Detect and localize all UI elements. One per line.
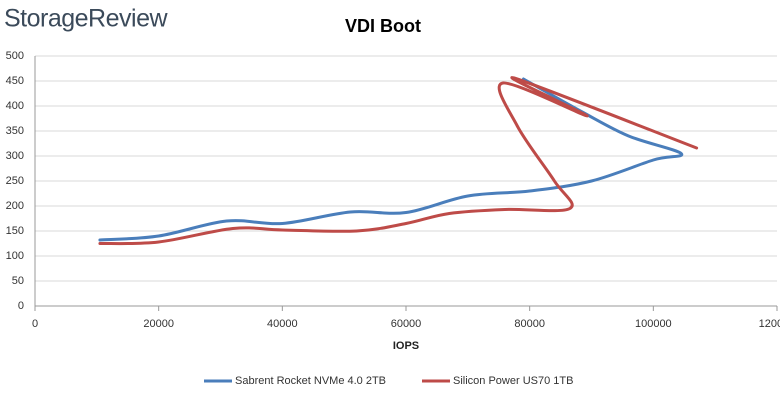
y-tick-label: 300 xyxy=(6,150,24,162)
series-line xyxy=(98,77,684,242)
y-tick-label: 450 xyxy=(6,75,24,87)
y-tick-label: 150 xyxy=(6,225,24,237)
x-tick-label: 120000 xyxy=(759,318,780,330)
x-axis-label: IOPS xyxy=(393,340,419,352)
y-tick-label: 0 xyxy=(18,300,24,312)
y-tick-label: 250 xyxy=(6,175,24,187)
y-tick-label: 50 xyxy=(12,275,24,287)
legend-label: Silicon Power US70 1TB xyxy=(453,375,573,387)
y-tick-label: 100 xyxy=(6,250,24,262)
x-tick-label: 0 xyxy=(32,318,38,330)
y-tick-label: 350 xyxy=(6,125,24,137)
y-tick-label: 400 xyxy=(6,100,24,112)
x-tick-label: 80000 xyxy=(514,318,545,330)
x-tick-label: 60000 xyxy=(391,318,422,330)
y-tick-label: 500 xyxy=(6,50,24,62)
x-tick-label: 100000 xyxy=(635,318,672,330)
x-tick-label: 20000 xyxy=(143,318,174,330)
chart-title: VDI Boot xyxy=(345,16,421,36)
series-line xyxy=(98,76,699,246)
legend-label: Sabrent Rocket NVMe 4.0 2TB xyxy=(235,375,386,387)
y-tick-label: 200 xyxy=(6,200,24,212)
x-tick-label: 40000 xyxy=(267,318,298,330)
brand-logo: StorageReview xyxy=(4,5,168,33)
